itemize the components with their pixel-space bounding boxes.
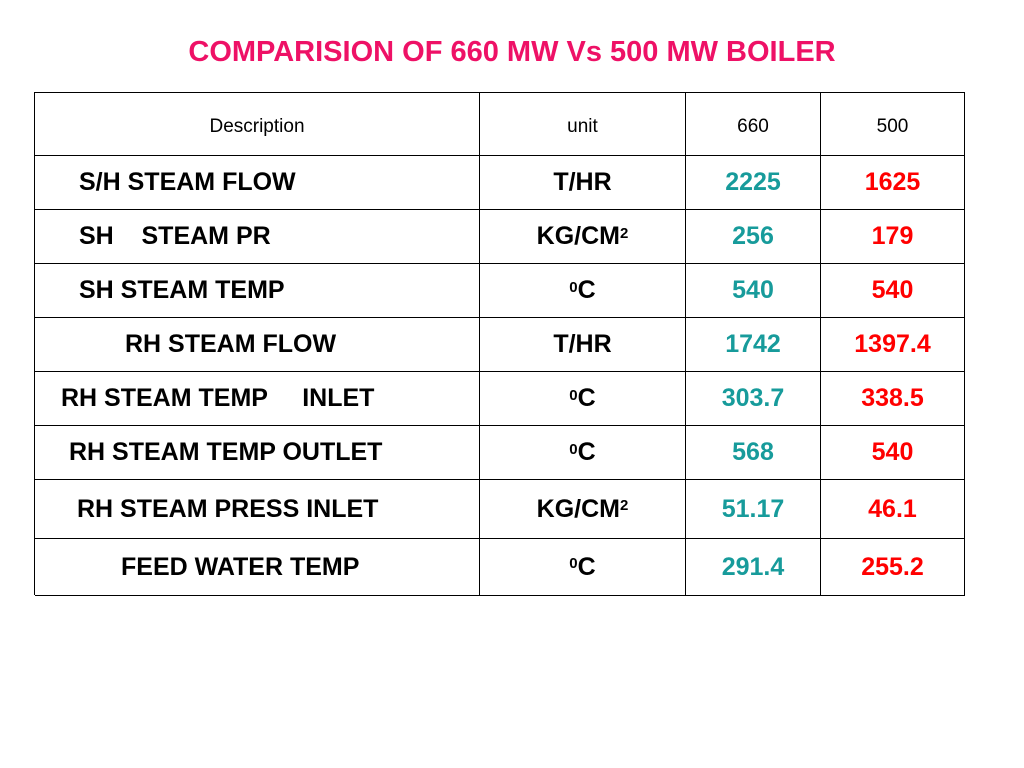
header-660: 660 [686,93,821,155]
value-660: 256 [686,210,821,263]
unit-text: C [577,552,596,581]
value-500: 338.5 [821,372,965,425]
table-row: RH STEAM TEMP INLET 0 C 303.7 338.5 [35,372,965,426]
table-row: RH STEAM FLOW T/HR 1742 1397.4 [35,318,965,372]
unit-text: C [577,384,596,412]
value-660: 2225 [686,156,821,209]
unit-text: C [577,276,596,304]
row-description: RH STEAM TEMP INLET [35,372,480,425]
row-description: SH STEAM TEMP [35,264,480,317]
value-660: 51.17 [686,480,821,538]
unit-text: KG/CM [536,222,620,250]
comparison-table: Description unit 660 500 S/H STEAM FLOW T… [34,92,965,596]
row-unit: KG/CM 2 [480,210,686,263]
unit-text: T/HR [553,168,612,196]
page-title: COMPARISION OF 660 MW Vs 500 MW BOILER [188,36,836,68]
unit-text: T/HR [553,330,612,358]
row-description: RH STEAM PRESS INLET [35,480,480,538]
table-row: RH STEAM PRESS INLET KG/CM 2 51.17 46.1 [35,480,965,539]
row-unit: T/HR [480,318,686,371]
row-unit: KG/CM 2 [480,480,686,538]
header-description: Description [35,93,480,155]
table-header-row: Description unit 660 500 [35,93,965,156]
value-500: 1397.4 [821,318,965,371]
value-660: 1742 [686,318,821,371]
table-row: S/H STEAM FLOW T/HR 2225 1625 [35,156,965,210]
table-row: SH STEAM PR KG/CM 2 256 179 [35,210,965,264]
row-description: FEED WATER TEMP [35,539,480,595]
value-500: 540 [821,426,965,479]
row-description: SH STEAM PR [35,210,480,263]
value-500: 255.2 [821,539,965,595]
value-660: 291.4 [686,539,821,595]
row-description: S/H STEAM FLOW [35,156,480,209]
table-row: FEED WATER TEMP 0 C 291.4 255.2 [35,539,965,596]
value-660: 540 [686,264,821,317]
header-unit: unit [480,93,686,155]
unit-text: C [577,438,596,466]
table-row: RH STEAM TEMP OUTLET 0 C 568 540 [35,426,965,480]
unit-text: KG/CM [536,494,620,523]
value-500: 1625 [821,156,965,209]
table-row: SH STEAM TEMP 0 C 540 540 [35,264,965,318]
row-description: RH STEAM FLOW [35,318,480,371]
header-500: 500 [821,93,965,155]
value-660: 303.7 [686,372,821,425]
value-500: 46.1 [821,480,965,538]
value-500: 179 [821,210,965,263]
value-500: 540 [821,264,965,317]
row-unit: T/HR [480,156,686,209]
value-660: 568 [686,426,821,479]
row-description: RH STEAM TEMP OUTLET [35,426,480,479]
